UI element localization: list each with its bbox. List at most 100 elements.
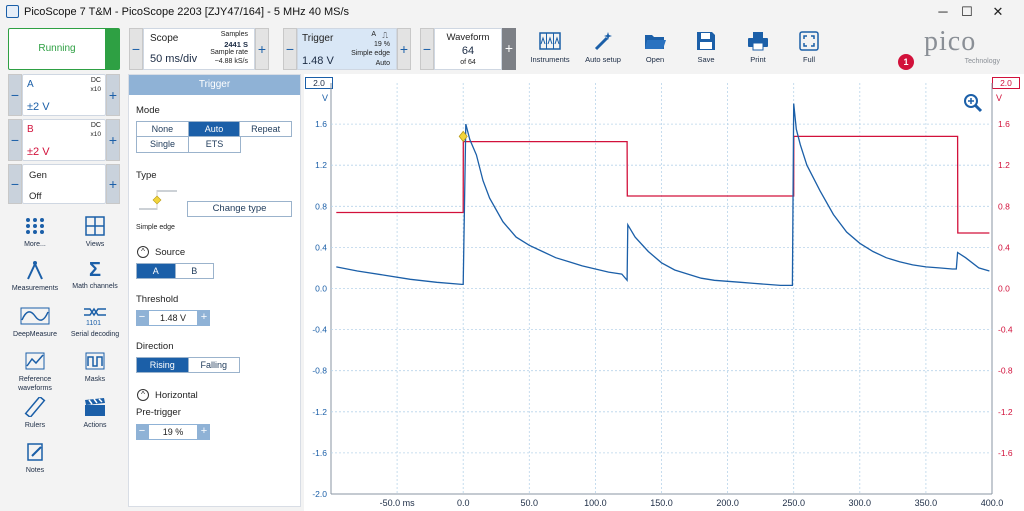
y-left-tick: 0.0 xyxy=(315,284,327,294)
run-stop-button[interactable]: Running xyxy=(8,28,120,70)
scope-increase-button[interactable]: + xyxy=(255,28,269,70)
y-left-tick: 0.8 xyxy=(315,201,327,211)
mode-none-button[interactable]: None xyxy=(137,122,189,136)
close-button[interactable]: ✕ xyxy=(992,4,1004,19)
y-left-range-box[interactable]: 2.0 xyxy=(305,77,333,89)
reference-waveforms-button[interactable]: Reference waveforms xyxy=(5,351,65,393)
views-button[interactable]: Views xyxy=(65,216,125,249)
scope-value: 50 ms/div xyxy=(150,53,198,65)
pretrigger-increase[interactable]: + xyxy=(198,424,210,440)
reference-waveforms-label: Reference waveforms xyxy=(18,376,52,392)
waveform-of: of 64 xyxy=(460,59,476,66)
gen-label: Gen xyxy=(29,170,47,181)
channel-b-decrease[interactable]: − xyxy=(8,119,22,161)
gen-decrease[interactable]: − xyxy=(8,164,22,204)
mode-repeat-button[interactable]: Repeat xyxy=(251,124,281,134)
notes-icon xyxy=(27,443,43,461)
channel-b-increase[interactable]: + xyxy=(106,119,120,161)
sample-rate-value: ~4.88 kS/s xyxy=(214,58,248,65)
actions-button[interactable]: Actions xyxy=(65,397,125,430)
mode-row-1: None Auto Repeat xyxy=(136,121,292,137)
measurements-button[interactable]: Measurements xyxy=(5,260,65,293)
x-tick: 350.0 xyxy=(915,498,938,508)
mode-auto-button[interactable]: Auto xyxy=(188,122,241,136)
threshold-decrease[interactable]: − xyxy=(136,310,148,326)
x-tick: -50.0 ms xyxy=(380,498,416,508)
trigger-label: Trigger xyxy=(302,33,334,44)
zoom-icon[interactable] xyxy=(963,93,983,113)
x-tick: 400.0 xyxy=(981,498,1004,508)
gen-increase[interactable]: + xyxy=(106,164,120,204)
direction-falling-button[interactable]: Falling xyxy=(200,360,227,370)
minimize-button[interactable]: ─ xyxy=(938,4,948,19)
pretrigger-decrease[interactable]: − xyxy=(136,424,148,440)
source-b-button[interactable]: B xyxy=(191,266,198,276)
views-icon xyxy=(85,216,105,236)
channel-b-range: ±2 V xyxy=(27,146,50,158)
waveform-value: 64 xyxy=(461,45,475,57)
views-label: Views xyxy=(85,241,105,248)
y-right-unit: V xyxy=(996,93,1003,103)
auto-setup-button[interactable]: Auto setup xyxy=(575,30,631,68)
math-channels-button[interactable]: Σ Math channels xyxy=(65,260,125,291)
channel-a-trace xyxy=(336,103,990,287)
trigger-panel-button[interactable]: Trigger 1.48 V A ⎍ 19 % Simple edge Auto xyxy=(297,28,397,70)
trigger-settings-panel: Trigger Mode None Auto Repeat Single ETS… xyxy=(128,74,301,507)
more-button[interactable]: More... xyxy=(5,216,65,249)
notification-badge[interactable]: 1 xyxy=(898,54,914,70)
deepmeasure-icon xyxy=(20,307,50,325)
maximize-button[interactable]: ☐ xyxy=(961,4,973,19)
direction-label: Direction xyxy=(136,341,174,352)
horizontal-collapse-icon[interactable]: ^ xyxy=(137,389,149,401)
source-a-button[interactable]: A xyxy=(137,264,176,278)
magic-wand-icon xyxy=(594,32,612,51)
gen-panel[interactable]: Gen Off xyxy=(22,164,106,204)
waveform-previous-button[interactable]: − xyxy=(420,28,434,70)
notes-button[interactable]: Notes xyxy=(5,442,65,475)
mode-row-2: Single ETS xyxy=(136,137,241,153)
window-title: PicoScope 7 T&M - PicoScope 2203 [ZJY47/… xyxy=(24,6,350,18)
trigger-increase-button[interactable]: + xyxy=(397,28,411,70)
serial-decoding-icon: 1101 xyxy=(84,307,106,327)
x-tick: 300.0 xyxy=(849,498,872,508)
channel-a-increase[interactable]: + xyxy=(106,74,120,116)
y-right-tick: 1.6 xyxy=(998,119,1010,129)
change-type-button[interactable]: Change type xyxy=(187,201,292,217)
threshold-input[interactable]: 1.48 V xyxy=(148,310,198,326)
waveform-next-button[interactable]: + xyxy=(502,28,516,70)
source-collapse-icon[interactable]: ^ xyxy=(137,246,149,258)
deepmeasure-label: DeepMeasure xyxy=(13,331,57,338)
scope-decrease-button[interactable]: − xyxy=(129,28,143,70)
threshold-increase[interactable]: + xyxy=(198,310,210,326)
waveform-panel[interactable]: Waveform 64 of 64 xyxy=(434,28,502,70)
mode-single-button[interactable]: Single xyxy=(137,137,189,152)
print-button[interactable]: Print xyxy=(730,30,786,68)
pretrigger-input[interactable]: 19 % xyxy=(148,424,198,440)
instruments-button[interactable]: Instruments xyxy=(522,30,578,68)
masks-button[interactable]: Masks xyxy=(65,351,125,384)
y-right-tick: -1.6 xyxy=(998,448,1013,458)
y-right-tick: 0.4 xyxy=(998,242,1010,252)
pico-logo: pico Technology xyxy=(918,26,1016,70)
mode-ets-button[interactable]: ETS xyxy=(205,139,224,149)
channel-a-decrease[interactable]: − xyxy=(8,74,22,116)
channel-a-panel[interactable]: A DC x10 ±2 V xyxy=(22,74,106,116)
scope-label: Scope xyxy=(150,33,179,44)
full-screen-button[interactable]: Full xyxy=(781,30,837,68)
scope-panel[interactable]: Scope 50 ms/div Samples 2441 S Sample ra… xyxy=(143,28,255,70)
open-button[interactable]: Open xyxy=(627,30,683,68)
channel-b-panel[interactable]: B DC x10 ±2 V xyxy=(22,119,106,161)
deepmeasure-button[interactable]: DeepMeasure xyxy=(5,306,65,339)
save-button[interactable]: Save xyxy=(678,30,734,68)
rulers-label: Rulers xyxy=(24,422,46,429)
y-right-tick: 1.2 xyxy=(998,160,1010,170)
direction-rising-button[interactable]: Rising xyxy=(137,358,189,372)
trigger-decrease-button[interactable]: − xyxy=(283,28,297,70)
mode-label: Mode xyxy=(136,105,160,116)
compass-icon xyxy=(27,261,43,280)
rulers-button[interactable]: Rulers xyxy=(5,395,65,430)
serial-decoding-button[interactable]: 1101 Serial decoding xyxy=(65,306,125,339)
y-left-tick: -1.6 xyxy=(312,448,327,458)
instruments-label: Instruments xyxy=(530,55,570,64)
